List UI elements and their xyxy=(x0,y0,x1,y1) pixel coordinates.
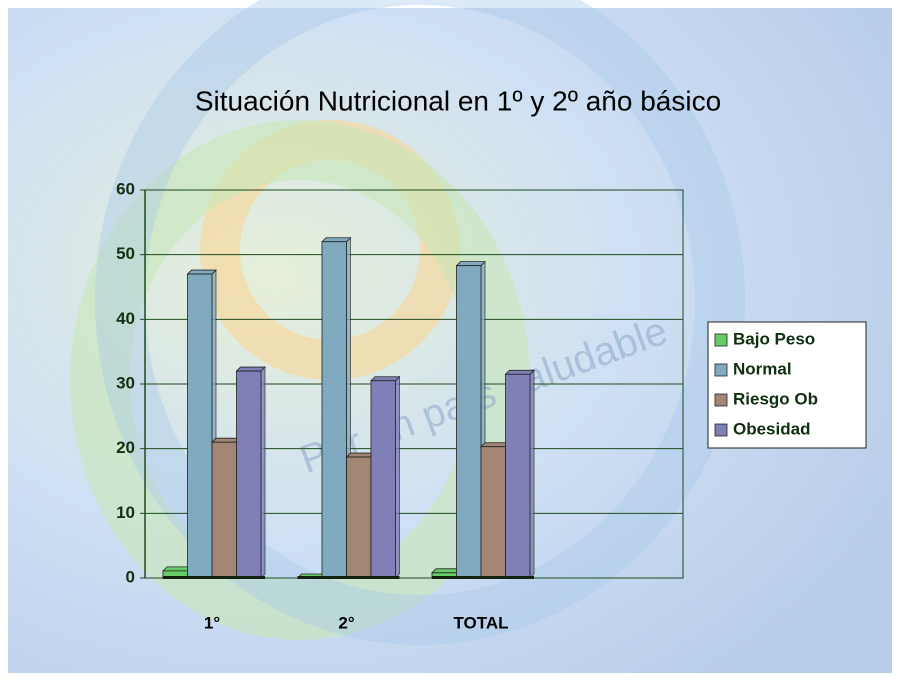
legend-swatch xyxy=(714,393,728,407)
bar-face xyxy=(504,369,535,375)
bar-face xyxy=(395,375,400,579)
bar-face xyxy=(321,241,347,579)
bar xyxy=(235,366,266,579)
x-tick-label: 1° xyxy=(204,613,220,632)
bar-face xyxy=(321,237,352,243)
x-tick-label: TOTAL xyxy=(453,613,508,632)
bar-face xyxy=(186,269,217,275)
bar-face xyxy=(455,261,486,267)
y-tick-label: 10 xyxy=(116,503,135,522)
bar-face xyxy=(235,366,266,372)
legend-label: Normal xyxy=(733,359,792,378)
legend-swatch xyxy=(714,333,728,347)
bar-face xyxy=(346,576,375,579)
legend-swatch xyxy=(714,423,728,437)
bar-face xyxy=(297,576,326,579)
legend-label: Bajo Peso xyxy=(733,329,815,348)
bar xyxy=(186,269,217,579)
bar-face xyxy=(505,373,531,579)
bar-face xyxy=(346,456,372,579)
y-tick-label: 30 xyxy=(116,373,135,392)
bar-face xyxy=(236,370,262,579)
bar-face xyxy=(456,576,485,579)
bar-face xyxy=(211,441,237,579)
bar-face xyxy=(163,576,192,579)
bar-face xyxy=(187,273,213,579)
chart-title: Situación Nutricional en 1º y 2º año bás… xyxy=(195,85,721,116)
decor xyxy=(70,120,530,640)
bar-face xyxy=(371,576,400,579)
bar-face xyxy=(187,576,216,579)
legend-label: Obesidad xyxy=(733,419,810,438)
bar-face xyxy=(481,576,510,579)
bar-face xyxy=(529,369,535,579)
bar-face xyxy=(260,366,266,579)
y-tick-label: 60 xyxy=(116,179,135,198)
bar-face xyxy=(456,265,482,579)
bar-face xyxy=(370,380,396,579)
bar xyxy=(296,573,327,579)
x-tick-label: 2° xyxy=(338,613,354,632)
legend-swatch xyxy=(714,363,728,377)
bar-face xyxy=(480,446,506,579)
legend-label: Riesgo Ob xyxy=(733,389,818,408)
y-tick-label: 0 xyxy=(126,567,135,586)
y-tick-label: 40 xyxy=(116,309,135,328)
legend-box xyxy=(707,321,867,449)
bar-face xyxy=(322,576,351,579)
decor xyxy=(95,0,745,645)
bar-face xyxy=(236,576,265,579)
bar-face xyxy=(432,576,461,579)
bar xyxy=(504,369,535,579)
y-tick-label: 50 xyxy=(116,244,135,263)
bar-face xyxy=(505,576,534,579)
bar-face xyxy=(212,576,241,579)
y-tick-label: 20 xyxy=(116,438,135,457)
bar xyxy=(370,375,401,579)
bar-face xyxy=(370,376,401,382)
